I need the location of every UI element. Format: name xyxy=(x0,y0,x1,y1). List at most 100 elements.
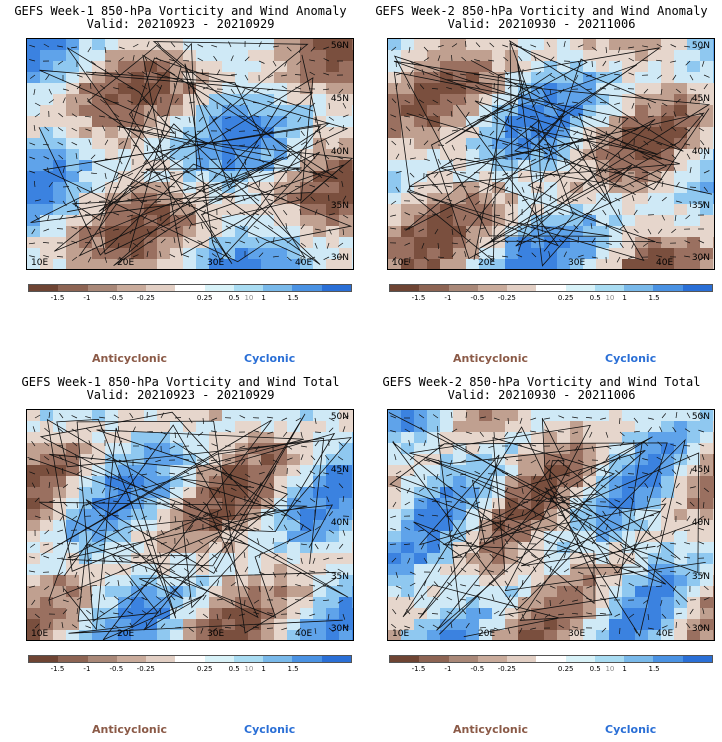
vorticity-cell xyxy=(313,39,327,51)
wind-vector xyxy=(460,459,467,463)
vorticity-cell xyxy=(118,105,132,117)
wind-vector xyxy=(418,624,425,629)
wind-vector xyxy=(99,416,106,419)
wind-vector xyxy=(535,497,541,503)
vorticity-cell xyxy=(40,476,54,488)
wind-vector xyxy=(99,226,106,230)
vorticity-cell xyxy=(388,204,402,216)
vorticity-cell xyxy=(326,259,340,269)
vorticity-cell xyxy=(79,259,93,269)
wind-vector xyxy=(267,100,274,104)
wind-vector xyxy=(56,228,64,230)
vorticity-cell xyxy=(326,149,340,161)
vorticity-cell xyxy=(352,432,353,444)
wind-vector xyxy=(337,169,344,174)
wind-vector xyxy=(405,609,411,615)
colorbar-tick-label: 0.5 xyxy=(589,665,601,673)
wind-vector xyxy=(118,256,125,261)
vorticity-cell xyxy=(339,520,353,532)
vorticity-cell xyxy=(687,454,701,466)
wind-vector xyxy=(504,431,509,438)
vorticity-cell xyxy=(674,476,688,488)
vorticity-cell xyxy=(131,50,145,62)
wind-vector xyxy=(502,157,509,160)
wind-vector xyxy=(146,445,152,451)
vorticity-cell xyxy=(674,160,688,172)
wind-vector xyxy=(546,41,551,48)
colorbar-tick-label: 0.5 xyxy=(228,665,240,673)
wind-vector xyxy=(337,599,344,604)
wind-vector xyxy=(518,627,523,634)
wind-vector xyxy=(446,172,453,176)
wind-vector xyxy=(98,515,106,517)
vorticity-cell xyxy=(183,259,197,269)
wind-vector xyxy=(517,225,523,230)
wind-vector xyxy=(465,144,468,151)
vorticity-cell xyxy=(40,498,54,510)
vorticity-cell xyxy=(427,410,441,422)
wind-vector xyxy=(71,46,78,49)
wind-vector xyxy=(113,500,120,503)
wind-vector xyxy=(701,454,705,461)
vorticity-cell xyxy=(53,498,67,510)
wind-vector xyxy=(174,130,176,138)
colorbar-swatch xyxy=(321,656,351,662)
wind-vector xyxy=(703,470,710,475)
vorticity-cell xyxy=(339,193,353,205)
wind-vector xyxy=(42,242,50,244)
legend-anticyclonic: Anticyclonic xyxy=(453,352,529,365)
vorticity-cell xyxy=(388,421,402,433)
wind-vector xyxy=(286,144,293,148)
vorticity-map: 50N 45N 40N 35N 30N 10E 20E 30E 40E xyxy=(387,38,715,270)
wind-vector xyxy=(84,115,92,118)
vorticity-cell xyxy=(401,105,415,117)
wind-vector xyxy=(272,237,275,244)
vorticity-cell xyxy=(518,127,532,139)
wind-vector xyxy=(675,200,682,203)
vorticity-cell xyxy=(352,127,353,139)
vorticity-cell xyxy=(27,94,41,106)
vorticity-cell xyxy=(505,498,519,510)
vorticity-cell xyxy=(713,160,714,172)
wind-vector xyxy=(391,557,397,563)
vorticity-cell xyxy=(183,608,197,620)
wind-vector xyxy=(244,566,249,573)
wind-vector xyxy=(211,430,218,433)
vorticity-cell xyxy=(687,127,701,139)
wind-vector xyxy=(323,170,330,174)
vorticity-cell xyxy=(661,410,675,422)
wind-vector xyxy=(76,74,83,78)
wind-vector xyxy=(43,228,50,232)
vorticity-cell xyxy=(687,531,701,543)
vorticity-cell xyxy=(479,421,493,433)
wind-vector xyxy=(225,541,232,545)
wind-vector xyxy=(29,543,36,548)
vorticity-cell xyxy=(583,432,597,444)
vorticity-cell xyxy=(170,619,184,631)
wind-vector xyxy=(605,46,607,54)
wind-vector xyxy=(703,597,710,601)
wind-vector xyxy=(281,100,288,104)
vorticity-cell xyxy=(492,50,506,62)
wind-vector xyxy=(169,185,176,188)
vorticity-cell xyxy=(118,542,132,554)
vorticity-cell xyxy=(427,127,441,139)
wind-vector xyxy=(644,181,649,188)
vorticity-cell xyxy=(66,237,80,249)
vorticity-cell xyxy=(453,476,467,488)
vorticity-cell xyxy=(92,586,106,598)
vorticity-cell xyxy=(466,410,480,422)
vorticity-cell xyxy=(388,149,402,161)
vorticity-cell xyxy=(274,116,288,128)
vorticity-cell xyxy=(505,127,519,139)
wind-vector xyxy=(198,567,204,573)
wind-vector xyxy=(227,102,232,109)
wind-vector xyxy=(211,540,218,545)
vorticity-cell xyxy=(609,487,623,499)
vorticity-cell xyxy=(622,50,636,62)
wind-vector xyxy=(283,431,288,437)
wind-vector xyxy=(628,57,635,62)
wind-vector xyxy=(212,116,218,122)
vorticity-cell xyxy=(313,509,327,521)
vorticity-cell xyxy=(713,193,714,205)
